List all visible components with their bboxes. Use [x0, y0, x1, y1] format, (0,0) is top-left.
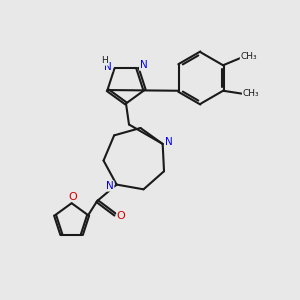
Text: O: O — [69, 192, 77, 202]
Text: CH₃: CH₃ — [242, 89, 259, 98]
Text: N: N — [140, 60, 147, 70]
Text: CH₃: CH₃ — [240, 52, 257, 61]
Text: N: N — [106, 181, 114, 191]
Text: N: N — [104, 62, 112, 72]
Text: N: N — [165, 136, 173, 146]
Text: H: H — [102, 56, 108, 65]
Text: O: O — [117, 211, 125, 221]
